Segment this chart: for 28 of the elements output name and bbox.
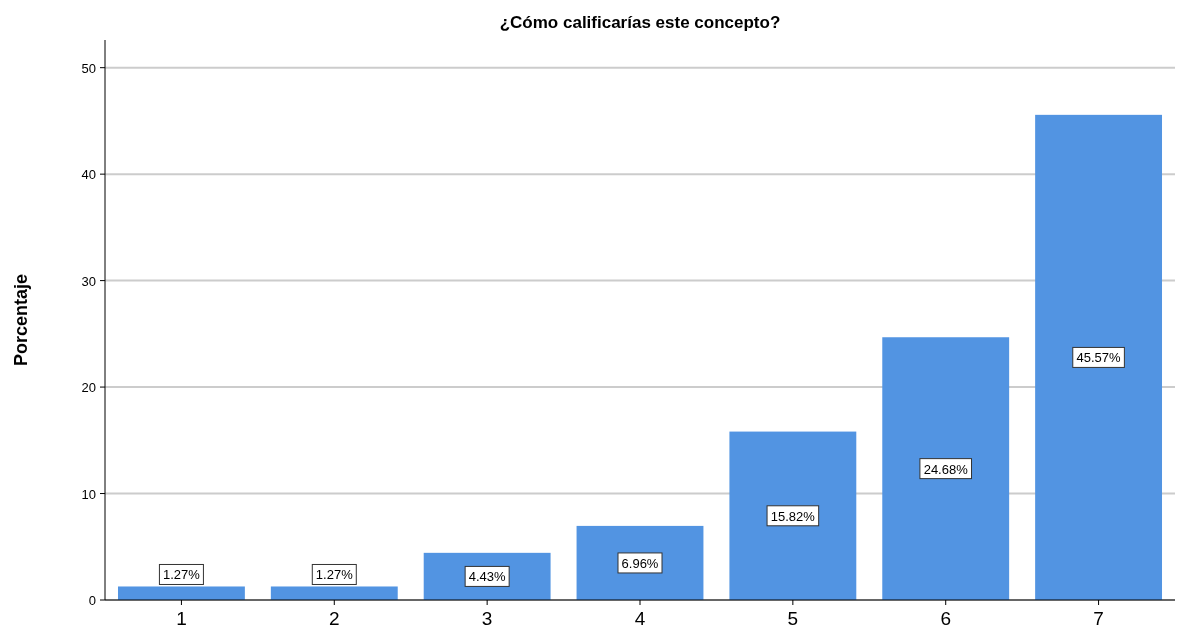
x-tick-label: 2 (329, 608, 340, 629)
y-tick-label: 50 (81, 60, 96, 76)
data-label: 1.27% (162, 567, 201, 583)
chart-title: ¿Cómo calificarías este concepto? (499, 13, 781, 32)
y-tick-label: 10 (81, 486, 96, 502)
x-tick-label: 3 (481, 608, 493, 629)
x-tick-label: 5 (787, 608, 799, 629)
x-tick-label: 7 (1093, 608, 1104, 629)
data-label: 1.27% (315, 567, 354, 583)
bar (1035, 114, 1163, 600)
y-axis-title: Porcentaje (11, 273, 31, 367)
y-tick-label: 20 (81, 380, 96, 396)
data-label: 6.96% (621, 555, 659, 571)
x-tick-label: 6 (940, 608, 951, 629)
x-tick-label: 4 (634, 608, 646, 629)
bar (576, 525, 704, 600)
x-tick-label: 1 (176, 608, 187, 629)
bar (117, 586, 245, 600)
bar (729, 431, 857, 600)
data-label: 24.68% (923, 461, 969, 477)
data-label: 4.43% (468, 569, 507, 585)
bar (882, 337, 1010, 600)
data-label: 45.57% (1076, 350, 1122, 366)
bar (270, 586, 398, 600)
y-tick-label: 0 (88, 593, 96, 608)
data-label: 15.82% (770, 508, 816, 524)
y-tick-label: 40 (81, 167, 96, 183)
y-tick-label: 30 (81, 273, 96, 289)
